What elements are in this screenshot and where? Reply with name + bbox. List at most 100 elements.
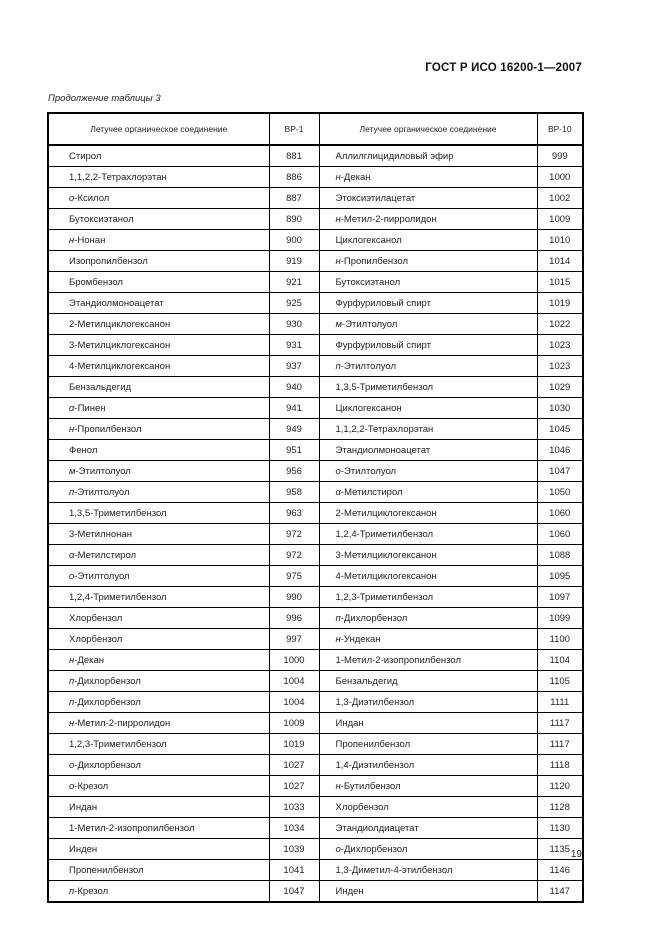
- retention-index-cell: 1095: [536, 565, 584, 587]
- compound-name-cell: α-Метилстирол: [47, 544, 270, 566]
- compound-name-cell: н-Метил-2-пирролидон: [47, 712, 270, 734]
- retention-index-cell: 1100: [536, 628, 584, 650]
- table-row: Хлорбензол 996 п-Дихлорбензол 1099: [47, 607, 584, 629]
- table-row: п-Этилтолуол 958 α-Метилстирол 1050: [47, 481, 584, 503]
- page-number: 19: [570, 849, 582, 860]
- table-row: п-Крезол 1047 Инден 1147: [47, 880, 584, 903]
- compound-name-cell: н-Пропилбензол: [318, 250, 538, 272]
- table-row: 3-Метилнонан 972 1,2,4-Триметилбензол 1060: [47, 523, 584, 545]
- retention-index-cell: 931: [268, 334, 320, 356]
- retention-index-cell: 1010: [536, 229, 584, 251]
- compound-name-cell: Инден: [318, 880, 538, 903]
- table-header: Летучее органическое соединение ВР-1 Лет…: [47, 112, 584, 146]
- retention-index-cell: 1117: [536, 733, 584, 755]
- retention-index-cell: 963: [268, 502, 320, 524]
- table-row: н-Нонан 900 Циклогексанол 1010: [47, 229, 584, 251]
- retention-index-cell: 1104: [536, 649, 584, 671]
- compound-name-cell: Бутоксиэтанол: [47, 208, 270, 230]
- retention-index-cell: 1060: [536, 502, 584, 524]
- retention-index-cell: 1009: [268, 712, 320, 734]
- compound-name-cell: п-Дихлорбензол: [47, 670, 270, 692]
- compound-name-cell: Хлорбензол: [47, 628, 270, 650]
- compound-name-cell: Фурфуриловый спирт: [318, 292, 538, 314]
- retention-index-cell: 1128: [536, 796, 584, 818]
- table-row: 1,1,2,2-Тетрахлорэтан 886 н-Декан 1000: [47, 166, 584, 188]
- table-row: Фенол 951 Этандиолмоноацетат 1046: [47, 439, 584, 461]
- table-row: 1,2,3-Триметилбензол 1019 Пропенилбензол 11…: [47, 733, 584, 755]
- retention-index-cell: 1147: [536, 880, 584, 903]
- compound-name-cell: н-Декан: [318, 166, 538, 188]
- retention-index-cell: 1047: [268, 880, 320, 903]
- compound-name-cell: Пропенилбензол: [47, 859, 270, 881]
- retention-index-cell: 941: [268, 397, 320, 419]
- table-row: Пропенилбензол 1041 1,3-Диметил-4-этилбенз…: [47, 859, 584, 881]
- compound-name-cell: 1,4-Диэтилбензол: [318, 754, 538, 776]
- retention-index-cell: 1027: [268, 754, 320, 776]
- compound-name-cell: Циклогексанон: [318, 397, 538, 419]
- table-row: Бутоксиэтанол 890 н-Метил-2-пирролидон 1009: [47, 208, 584, 230]
- retention-index-cell: 930: [268, 313, 320, 335]
- table-row: 2-Метилциклогексанон 930 м-Этилтолуол 1022: [47, 313, 584, 335]
- compound-name-cell: 1,3-Диметил-4-этилбензол: [318, 859, 538, 881]
- compound-name-cell: о-Этилтолуол: [318, 460, 538, 482]
- compound-name-cell: Фурфуриловый спирт: [318, 334, 538, 356]
- table-row: α-Метилстирол 972 3-Метилциклогексанон 1088: [47, 544, 584, 566]
- table-row: н-Пропилбензол 949 1,1,2,2-Тетрахлорэтан 10…: [47, 418, 584, 440]
- compound-name-cell: 4-Метилциклогексанон: [47, 355, 270, 377]
- compound-name-cell: Хлорбензол: [318, 796, 538, 818]
- retention-index-cell: 1009: [536, 208, 584, 230]
- compound-name-cell: о-Ксилол: [47, 187, 270, 209]
- compound-name-cell: Аллилглицидиловый эфир: [318, 144, 538, 167]
- compound-name-cell: 4-Метилциклогексанон: [318, 565, 538, 587]
- compound-name-cell: Этандиолмоноацетат: [47, 292, 270, 314]
- retention-index-cell: 990: [268, 586, 320, 608]
- retention-index-cell: 1046: [536, 439, 584, 461]
- retention-index-cell: 1118: [536, 754, 584, 776]
- retention-index-cell: 1041: [268, 859, 320, 881]
- compound-name-cell: п-Крезол: [47, 880, 270, 903]
- retention-index-cell: 1023: [536, 355, 584, 377]
- retention-index-cell: 940: [268, 376, 320, 398]
- compound-name-cell: 3-Метилнонан: [47, 523, 270, 545]
- retention-index-cell: 1019: [536, 292, 584, 314]
- table-row: п-Дихлорбензол 1004 1,3-Диэтилбензол 1111: [47, 691, 584, 713]
- compound-name-cell: Бензальдегид: [318, 670, 538, 692]
- table-row: 3-Метилциклогексанон 931 Фурфуриловый спир…: [47, 334, 584, 356]
- table-caption: Продолжение таблицы 3: [48, 93, 161, 104]
- compound-name-cell: п-Этилтолуол: [318, 355, 538, 377]
- compound-name-cell: 1-Метил-2-изопропилбензол: [318, 649, 538, 671]
- table-row: о-Дихлорбензол 1027 1,4-Диэтилбензол 1118: [47, 754, 584, 776]
- table-row: м-Этилтолуол 956 о-Этилтолуол 1047: [47, 460, 584, 482]
- retention-index-cell: 958: [268, 481, 320, 503]
- compound-name-cell: 1,3,5-Триметилбензол: [47, 502, 270, 524]
- retention-index-cell: 1088: [536, 544, 584, 566]
- compound-name-cell: Индан: [47, 796, 270, 818]
- retention-index-cell: 997: [268, 628, 320, 650]
- retention-index-cell: 890: [268, 208, 320, 230]
- retention-index-cell: 949: [268, 418, 320, 440]
- retention-index-cell: 1060: [536, 523, 584, 545]
- column-header-compound-right: Летучее органическое соединение: [318, 112, 538, 146]
- compound-name-cell: н-Метил-2-пирролидон: [318, 208, 538, 230]
- voc-retention-table: Летучее органическое соединение ВР-1 Лет…: [47, 112, 584, 903]
- retention-index-cell: 1047: [536, 460, 584, 482]
- compound-name-cell: п-Этилтолуол: [47, 481, 270, 503]
- compound-name-cell: м-Этилтолуол: [47, 460, 270, 482]
- retention-index-cell: 1000: [536, 166, 584, 188]
- retention-index-cell: 925: [268, 292, 320, 314]
- compound-name-cell: 1,3,5-Триметилбензол: [318, 376, 538, 398]
- document-title: ГОСТ Р ИСО 16200-1—2007: [425, 62, 582, 74]
- compound-name-cell: Фенол: [47, 439, 270, 461]
- retention-index-cell: 972: [268, 523, 320, 545]
- compound-name-cell: Бромбензол: [47, 271, 270, 293]
- retention-index-cell: 1146: [536, 859, 584, 881]
- retention-index-cell: 900: [268, 229, 320, 251]
- column-header-bp10: ВР-10: [536, 112, 584, 146]
- compound-name-cell: 1,2,4-Триметилбензол: [47, 586, 270, 608]
- retention-index-cell: 1015: [536, 271, 584, 293]
- table-row: 1-Метил-2-изопропилбензол 1034 Этандиолдиа…: [47, 817, 584, 839]
- compound-name-cell: н-Бутилбензол: [318, 775, 538, 797]
- compound-name-cell: 1,3-Диэтилбензол: [318, 691, 538, 713]
- compound-name-cell: п-Дихлорбензол: [47, 691, 270, 713]
